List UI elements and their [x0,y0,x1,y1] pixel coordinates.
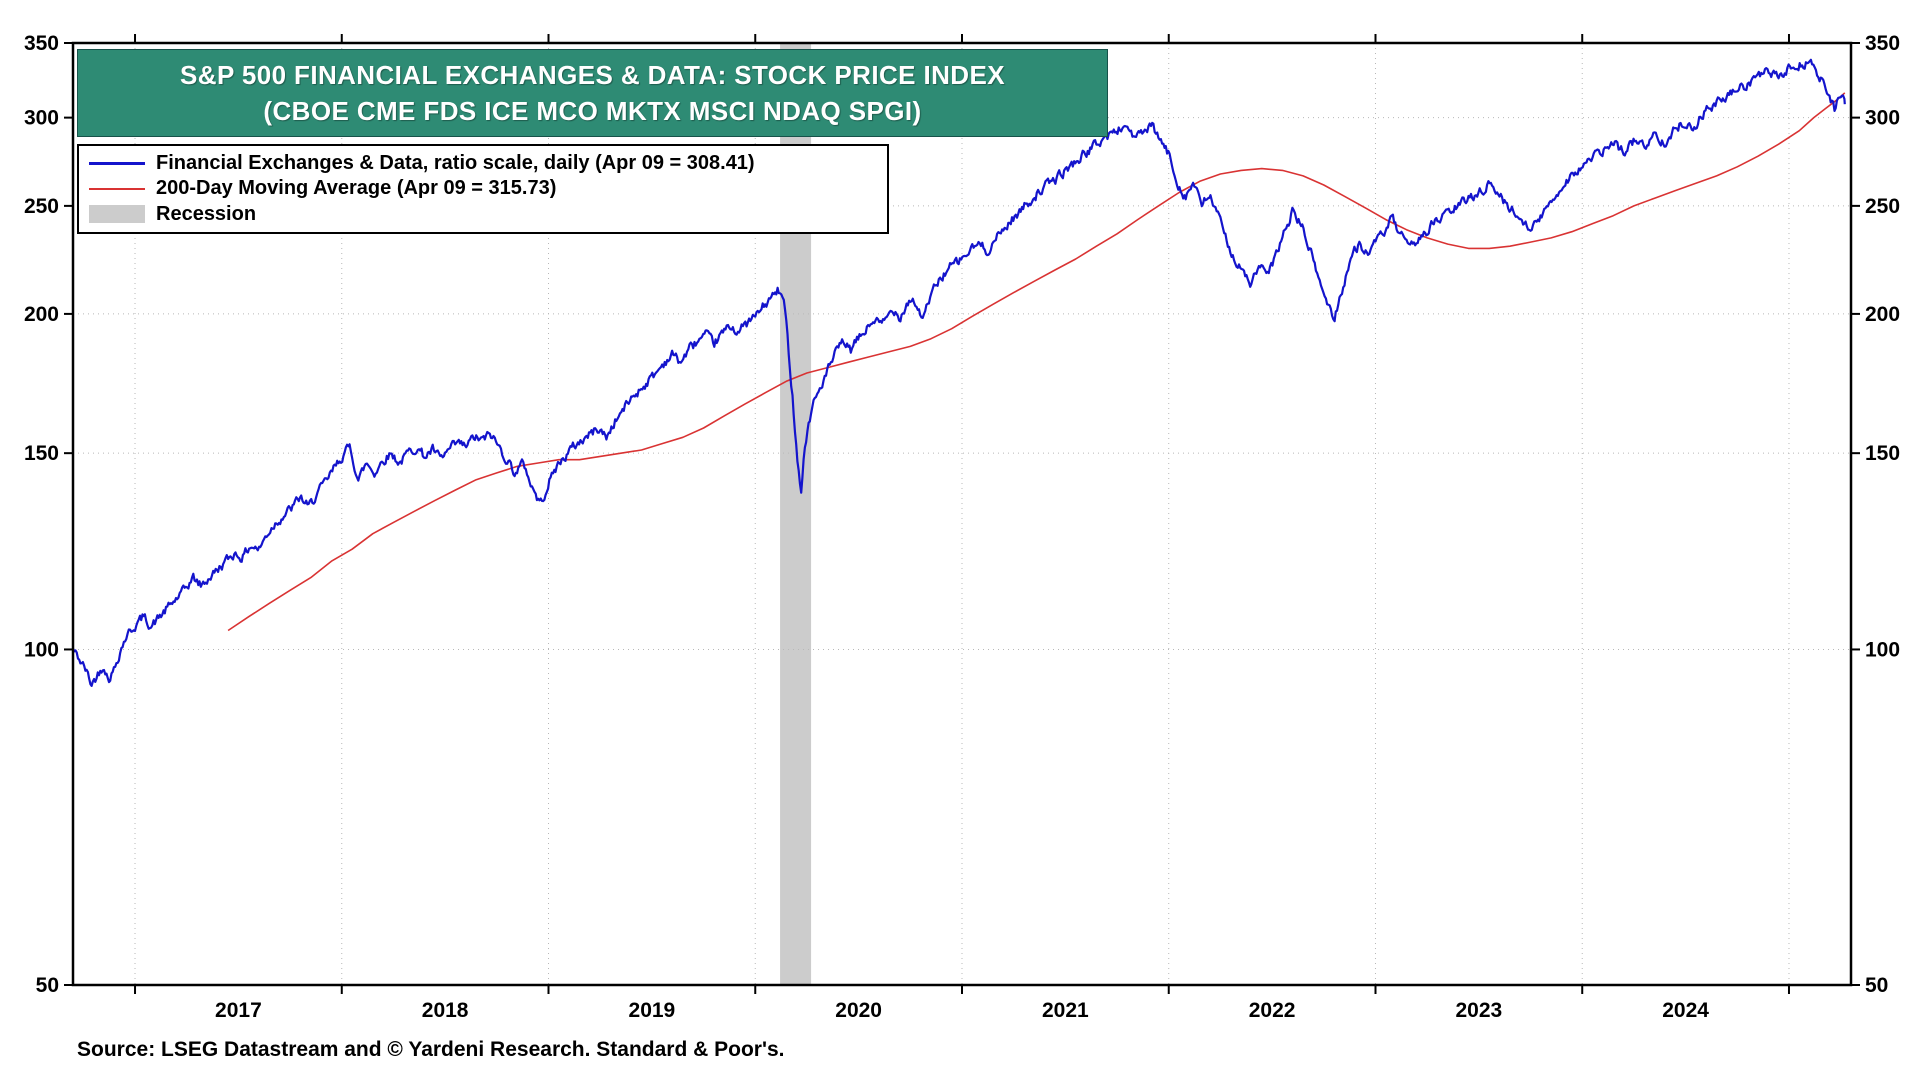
x-axis-label: 2018 [422,999,469,1022]
y-axis-label-right: 150 [1865,442,1900,465]
x-axis-label: 2023 [1456,999,1503,1022]
x-axis-label: 2019 [629,999,676,1022]
y-axis-label-right: 200 [1865,303,1900,326]
legend-swatch-wrap [89,162,147,166]
chart-title-line2: (CBOE CME FDS ICE MCO MKTX MSCI NDAQ SPG… [263,96,922,126]
chart-title-line1: S&P 500 FINANCIAL EXCHANGES & DATA: STOC… [180,60,1005,90]
blue-line-swatch [89,162,145,166]
y-axis-label-left: 250 [24,195,59,218]
chart-title-box: S&P 500 FINANCIAL EXCHANGES & DATA: STOC… [77,49,1108,137]
moving-average-line [227,92,1846,632]
x-axis-label: 2024 [1662,999,1709,1022]
legend-swatch-wrap [89,205,147,224]
source-note: Source: LSEG Datastream and © Yardeni Re… [77,1038,785,1061]
legend-item-price: Financial Exchanges & Data, ratio scale,… [89,152,877,175]
x-axis-label: 2021 [1042,999,1089,1022]
chart-legend: Financial Exchanges & Data, ratio scale,… [77,144,889,234]
y-axis-label-left: 200 [24,303,59,326]
legend-item-recession: Recession [89,203,877,226]
x-axis-label: 2022 [1249,999,1296,1022]
y-axis-label-right: 250 [1865,195,1900,218]
y-axis-label-right: 50 [1865,974,1888,997]
legend-swatch-wrap [89,187,147,190]
x-axis-label: 2020 [835,999,882,1022]
x-axis-label: 2017 [215,999,262,1022]
y-axis-label-right: 100 [1865,638,1900,661]
y-axis-label-left: 350 [24,32,59,55]
red-line-swatch [89,187,145,190]
y-axis-label-right: 350 [1865,32,1900,55]
legend-label-ma: 200-Day Moving Average (Apr 09 = 315.73) [156,177,557,200]
y-axis-label-left: 300 [24,107,59,130]
y-axis-label-left: 150 [24,442,59,465]
legend-item-ma: 200-Day Moving Average (Apr 09 = 315.73) [89,177,877,200]
y-axis-label-right: 300 [1865,107,1900,130]
legend-label-recession: Recession [156,202,257,225]
legend-label-price: Financial Exchanges & Data, ratio scale,… [156,152,755,175]
recession-swatch [89,205,145,224]
y-axis-label-left: 100 [24,638,59,661]
price-line [71,58,1846,687]
y-axis-label-left: 50 [36,974,59,997]
